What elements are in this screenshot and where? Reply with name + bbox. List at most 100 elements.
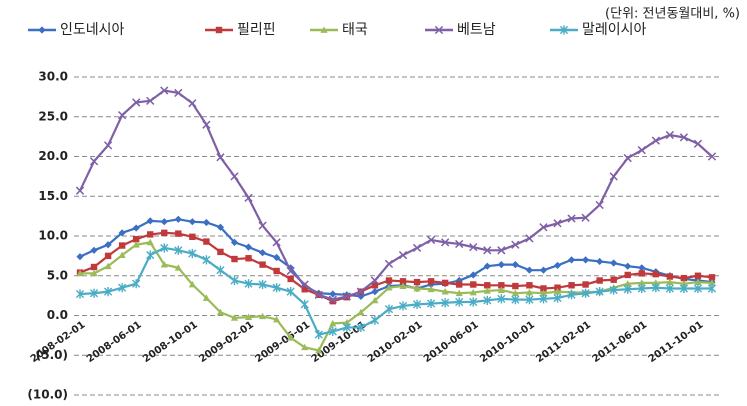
marker (230, 275, 239, 286)
marker (286, 287, 295, 297)
marker (385, 284, 393, 291)
marker (118, 251, 126, 258)
marker (104, 262, 112, 270)
marker (497, 294, 506, 304)
marker (469, 297, 478, 307)
marker (160, 86, 169, 95)
y-tick-label: 15.0 (38, 189, 68, 203)
marker (483, 287, 491, 294)
marker (216, 308, 225, 316)
marker (595, 200, 604, 210)
marker (693, 139, 703, 148)
x-tick-label: 2010-02-01 (366, 319, 425, 365)
marker (582, 256, 590, 264)
marker (623, 153, 632, 163)
series-line (79, 89, 713, 301)
marker (609, 172, 618, 181)
marker (441, 279, 449, 287)
marker (483, 246, 492, 255)
marker (244, 279, 253, 289)
y-tick-label: 5.0 (47, 268, 68, 282)
marker (174, 88, 183, 98)
marker (244, 313, 253, 320)
marker (188, 280, 196, 288)
x-tick-label: 2011-10-01 (647, 319, 706, 365)
y-tick-label: (10.0) (27, 388, 68, 402)
marker (356, 322, 365, 333)
marker (202, 218, 210, 227)
marker (216, 223, 225, 231)
marker (652, 279, 660, 286)
marker (497, 246, 506, 255)
marker (230, 238, 239, 246)
marker (300, 280, 309, 289)
marker (554, 284, 561, 291)
marker (89, 288, 99, 298)
legend-marker (320, 26, 328, 33)
marker (399, 282, 407, 289)
marker (398, 301, 408, 311)
marker (511, 295, 520, 305)
marker (680, 280, 688, 287)
marker (427, 298, 436, 309)
marker (567, 256, 576, 264)
marker (455, 276, 463, 285)
legend-marker (215, 26, 223, 34)
marker (314, 290, 323, 299)
marker (76, 253, 84, 261)
marker (89, 157, 99, 166)
marker (666, 273, 674, 280)
marker (343, 319, 351, 326)
marker (273, 253, 281, 262)
marker (216, 153, 225, 162)
marker (511, 240, 520, 249)
y-tick-label: 20.0 (38, 149, 68, 163)
marker (75, 289, 85, 299)
marker (708, 279, 716, 286)
marker (132, 224, 140, 232)
marker (287, 334, 295, 341)
marker (300, 299, 309, 309)
marker (384, 259, 394, 268)
x-tick-label: 2008-06-01 (85, 319, 144, 365)
marker (540, 285, 547, 292)
legend-marker (38, 26, 46, 34)
marker (624, 280, 632, 287)
x-tick-label: 2009-02-01 (197, 319, 256, 365)
marker (511, 261, 519, 269)
marker (441, 238, 450, 247)
marker (567, 290, 576, 300)
marker (512, 282, 519, 290)
marker (455, 289, 463, 297)
marker (118, 229, 126, 237)
marker (75, 186, 85, 195)
marker (132, 279, 141, 289)
marker (103, 141, 113, 150)
marker (525, 266, 534, 274)
marker (666, 278, 674, 285)
marker (132, 241, 140, 248)
marker (90, 263, 98, 271)
marker (342, 292, 351, 301)
marker (469, 271, 477, 279)
marker (426, 235, 436, 245)
marker (553, 288, 562, 295)
marker (147, 231, 154, 238)
marker (525, 288, 534, 296)
marker (469, 242, 478, 252)
y-tick-label: (5.0) (36, 348, 68, 362)
marker (694, 272, 702, 279)
series-line (79, 246, 712, 336)
y-tick-label: 0.0 (47, 308, 68, 322)
marker (553, 219, 562, 228)
marker (174, 215, 182, 223)
marker (456, 281, 463, 288)
marker (371, 288, 379, 296)
marker (581, 213, 590, 222)
marker (651, 136, 660, 145)
marker (553, 261, 562, 270)
marker (258, 312, 267, 320)
marker (160, 218, 168, 226)
series-line (79, 231, 713, 303)
marker (483, 295, 492, 305)
